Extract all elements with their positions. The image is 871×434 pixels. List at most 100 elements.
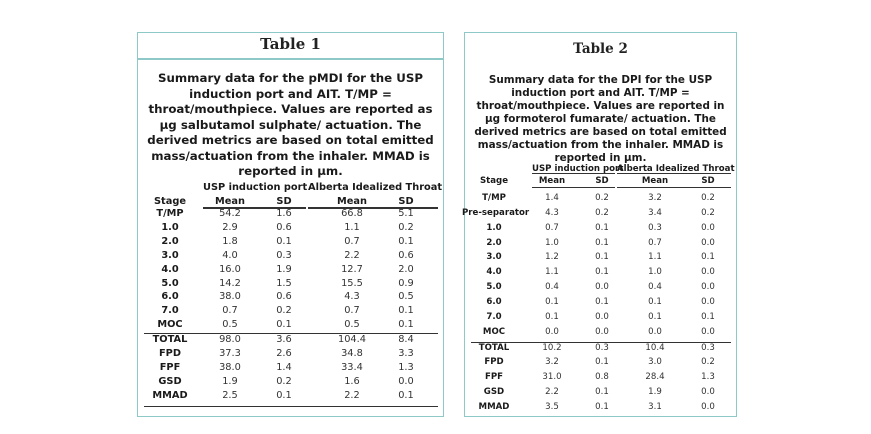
table-cell: 0.5 (222, 319, 238, 331)
row-label: 4.0 (161, 263, 179, 275)
table-cell: 0.0 (595, 326, 609, 337)
row-label: TOTAL (478, 342, 510, 353)
section-rule (471, 341, 731, 343)
table-cell: 0.0 (701, 387, 715, 398)
column-header: SD (595, 176, 609, 186)
table-cell: 0.2 (276, 375, 292, 387)
row-label: FPD (484, 357, 504, 368)
row-label: MOC (482, 326, 506, 337)
table-cell: 3.3 (398, 348, 414, 359)
table-cell: 0.1 (276, 235, 292, 247)
table-1-caption: Summary data for the pMDI for the USP in… (147, 71, 434, 178)
table-cell: 0.0 (701, 401, 715, 412)
group-header: USP induction port (203, 182, 308, 193)
table-cell: 0.3 (595, 342, 609, 353)
table-cell: 0.2 (701, 357, 715, 368)
table-cell: 3.2 (545, 357, 559, 368)
table-cell: 0.1 (398, 305, 414, 317)
table-2-caption: Summary data for the DPI for the USP ind… (474, 74, 727, 164)
table-cell: 0.0 (595, 282, 609, 293)
table-cell: 0.6 (276, 221, 292, 233)
column-header: Mean (538, 176, 566, 186)
table-cell: 2.0 (398, 263, 414, 275)
row-label: FPF (159, 361, 181, 373)
table-cell: 0.1 (595, 357, 609, 368)
table-cell: 0.5 (344, 319, 360, 331)
row-label: Pre-separator (462, 207, 530, 218)
table-cell: 0.1 (648, 311, 662, 322)
table-cell: 104.4 (337, 334, 367, 346)
table-cell: 2.2 (545, 387, 559, 398)
table-cell: 0.7 (344, 235, 360, 247)
table-cell: 0.3 (701, 342, 715, 353)
table-cell: 12.7 (341, 263, 363, 275)
table-cell: 1.6 (276, 208, 292, 219)
row-label: TOTAL (152, 334, 188, 346)
table-2-title: Table 2 (573, 41, 628, 57)
table-cell: 0.1 (595, 222, 609, 233)
table-cell: 3.5 (545, 401, 559, 412)
table-cell: 0.1 (595, 401, 609, 412)
table-cell: 10.2 (542, 342, 562, 353)
table-cell: 10.4 (645, 342, 665, 353)
table-cell: 4.0 (222, 249, 238, 261)
table-cell: 0.7 (344, 305, 360, 317)
group-header: Alberta Idealized Throat (308, 182, 443, 193)
table-cell: 1.0 (545, 237, 559, 248)
table-cell: 5.1 (398, 208, 414, 219)
table-cell: 0.2 (398, 221, 414, 233)
table-cell: 0.1 (276, 319, 292, 331)
group-header: USP induction port (532, 164, 624, 174)
table-cell: 0.2 (595, 193, 609, 203)
table-cell: 54.2 (219, 208, 241, 219)
header-rule (203, 208, 306, 209)
table-cell: 0.2 (276, 305, 292, 317)
table-cell: 1.9 (648, 387, 662, 398)
row-label: FPF (484, 372, 504, 383)
table-cell: 0.0 (398, 375, 414, 387)
table-cell: 1.9 (222, 375, 238, 387)
header-rule (617, 187, 731, 188)
table-cell: 98.0 (219, 334, 241, 346)
section-rule (144, 333, 438, 335)
title-divider (138, 58, 443, 60)
header-rule (308, 208, 438, 209)
table-cell: 1.0 (648, 267, 662, 278)
table-cell: 0.1 (545, 311, 559, 322)
table-cell: 0.6 (398, 249, 414, 261)
table-cell: 0.7 (545, 222, 559, 233)
row-label: MOC (157, 319, 183, 331)
table-cell: 0.4 (648, 282, 662, 293)
row-label: 7.0 (161, 305, 179, 317)
bottom-rule (144, 406, 438, 407)
table-cell: 1.9 (276, 263, 292, 275)
table-cell: 1.3 (398, 361, 414, 373)
table-cell: 0.0 (701, 282, 715, 293)
table-cell: 0.7 (648, 237, 662, 248)
table-cell: 34.8 (341, 348, 363, 359)
row-label: GSD (158, 375, 182, 387)
table-cell: 15.5 (341, 277, 363, 289)
table-cell: 33.4 (341, 361, 363, 373)
group-header: Alberta Idealized Throat (617, 164, 735, 174)
table-cell: 3.4 (648, 207, 662, 218)
table-cell: 3.0 (648, 357, 662, 368)
column-header: Mean (641, 176, 669, 186)
group-header-rule (203, 207, 306, 208)
table-cell: 0.0 (701, 237, 715, 248)
table-cell: 2.6 (276, 348, 292, 359)
table-cell: 0.1 (648, 296, 662, 307)
column-header: Mean (337, 196, 367, 207)
table-cell: 0.1 (398, 319, 414, 331)
table-cell: 0.1 (398, 389, 414, 401)
table-cell: 28.4 (645, 372, 665, 383)
table-cell: 14.2 (219, 277, 241, 289)
header-rule (532, 187, 615, 188)
table-cell: 37.3 (219, 348, 241, 359)
table-cell: 0.6 (276, 291, 292, 303)
row-label: T/MP (482, 193, 506, 203)
table-cell: 0.1 (595, 296, 609, 307)
table-cell: 0.9 (398, 277, 414, 289)
row-label: FPD (158, 348, 181, 359)
table-cell: 1.5 (276, 277, 292, 289)
